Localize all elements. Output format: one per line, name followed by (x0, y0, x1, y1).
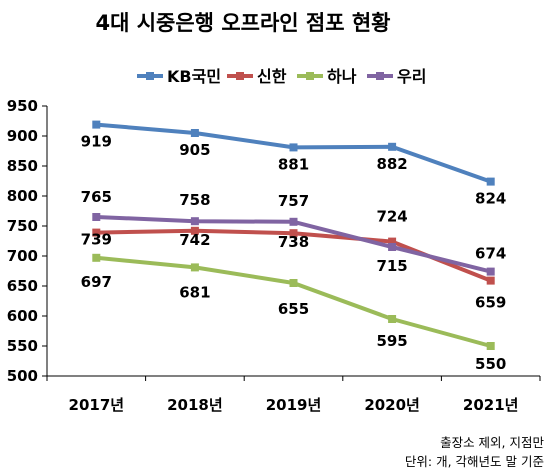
legend-label: 우리 (397, 67, 426, 86)
data-point (92, 228, 101, 237)
data-point (388, 142, 397, 151)
data-label: 905 (179, 141, 210, 159)
data-label: 681 (179, 283, 210, 301)
data-point (486, 177, 495, 186)
note-unit: 단위: 개, 각해년도 말 기준 (405, 454, 544, 469)
note-scope: 출장소 제외, 지점만 (440, 435, 544, 450)
legend-marker (146, 72, 154, 80)
legend-label: 신한 (257, 67, 287, 86)
data-label: 824 (475, 190, 506, 208)
data-label: 758 (179, 191, 210, 209)
y-tick-label: 800 (7, 187, 38, 205)
data-point (486, 276, 495, 285)
data-point (190, 226, 199, 235)
x-tick-label: 2021년 (463, 396, 519, 414)
data-label: 742 (179, 231, 210, 249)
data-point (388, 243, 397, 251)
data-label: 724 (376, 208, 407, 226)
data-point (289, 229, 298, 238)
legend-marker (376, 72, 384, 80)
y-tick-label: 650 (7, 277, 38, 295)
y-tick-label: 600 (7, 307, 38, 325)
data-point (289, 143, 298, 152)
data-label: 739 (81, 231, 112, 249)
data-point (92, 120, 101, 129)
x-tick-label: 2017년 (69, 396, 125, 414)
y-tick-label: 900 (7, 127, 38, 145)
x-tick-label: 2019년 (266, 396, 322, 414)
y-tick-label: 700 (7, 247, 38, 265)
data-label: 550 (475, 355, 506, 373)
data-label: 765 (81, 188, 112, 206)
data-point (486, 267, 495, 276)
data-label: 715 (376, 257, 407, 275)
legend: KB국민 신한 하나 우리 (137, 67, 426, 86)
legend-label: KB국민 (167, 67, 221, 86)
data-point (486, 342, 495, 350)
data-point (388, 315, 397, 323)
y-tick-label: 750 (7, 217, 38, 235)
data-point (388, 237, 397, 246)
data-label: 697 (81, 273, 112, 291)
data-label: 882 (376, 155, 407, 173)
data-point (190, 217, 199, 226)
data-label: 595 (376, 332, 407, 350)
y-tick-label: 500 (7, 367, 38, 385)
data-point (289, 279, 298, 287)
data-point (190, 263, 199, 272)
series-lines (92, 120, 495, 350)
chart-title: 4대 시중은행 오프라인 점포 현황 (95, 11, 390, 35)
data-point (92, 213, 101, 221)
x-tick-label: 2018년 (167, 396, 223, 414)
data-label: 674 (475, 245, 506, 263)
legend-label: 하나 (327, 67, 357, 86)
data-point (92, 253, 101, 262)
data-labels: 919 905 881 882 824 739 742 738 724 659 697 681 655 5… (81, 133, 507, 373)
data-point (289, 217, 298, 226)
x-tick-label: 2020년 (364, 396, 420, 414)
data-label: 655 (278, 300, 309, 318)
legend-marker (236, 72, 244, 80)
data-point (190, 129, 199, 137)
axes: 500 550 600 650 700 750 800 850 900 950 2017년 2018년… (7, 97, 541, 414)
y-tick-label: 950 (7, 97, 38, 115)
data-label: 881 (278, 155, 309, 173)
data-label: 757 (278, 192, 309, 210)
data-label: 919 (81, 133, 112, 151)
y-tick-label: 550 (7, 337, 38, 355)
data-label: 738 (278, 233, 309, 251)
data-label: 659 (475, 294, 506, 312)
legend-marker (306, 72, 314, 80)
y-tick-label: 850 (7, 157, 38, 175)
